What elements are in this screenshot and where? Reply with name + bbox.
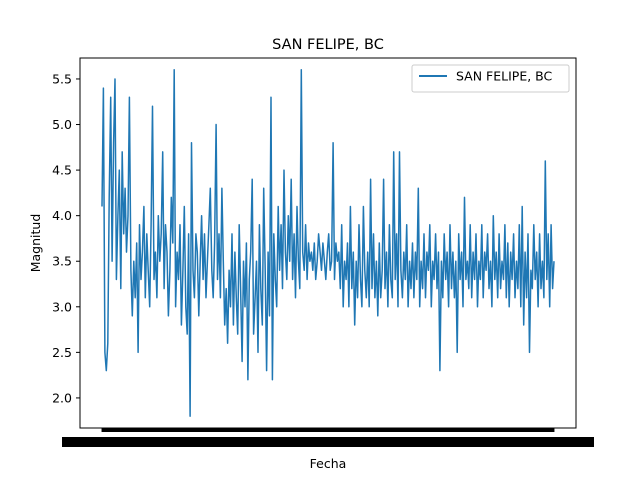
legend-box [411, 64, 570, 93]
plot-area [101, 69, 555, 417]
x-axis [62, 428, 594, 447]
y-axis: 2.0 2.5 3.0 3.5 4.0 4.5 5.0 5.5 [52, 71, 80, 405]
y-tick-label-0: 2.0 [52, 390, 72, 405]
y-tick-label-3: 3.5 [52, 254, 72, 269]
axes-frame [79, 57, 577, 429]
y-tick-label-2: 3.0 [52, 299, 72, 314]
y-tick-label-6: 5.0 [52, 117, 72, 132]
chart-title: SAN FELIPE, BC [272, 37, 384, 53]
series-line [101, 69, 555, 417]
legend-label: SAN FELIPE, BC [456, 69, 553, 84]
y-tick-label-1: 2.5 [52, 345, 72, 360]
legend: SAN FELIPE, BC [411, 64, 570, 93]
y-tick-label-5: 4.5 [52, 163, 72, 178]
y-tick-label-4: 4.0 [52, 208, 72, 223]
x-ticks [101, 428, 555, 432]
x-tick-labels-overlapping [62, 437, 594, 447]
y-axis-label: Magnitud [28, 214, 43, 273]
y-tick-label-7: 5.5 [52, 71, 72, 86]
x-axis-label: Fecha [310, 456, 347, 471]
